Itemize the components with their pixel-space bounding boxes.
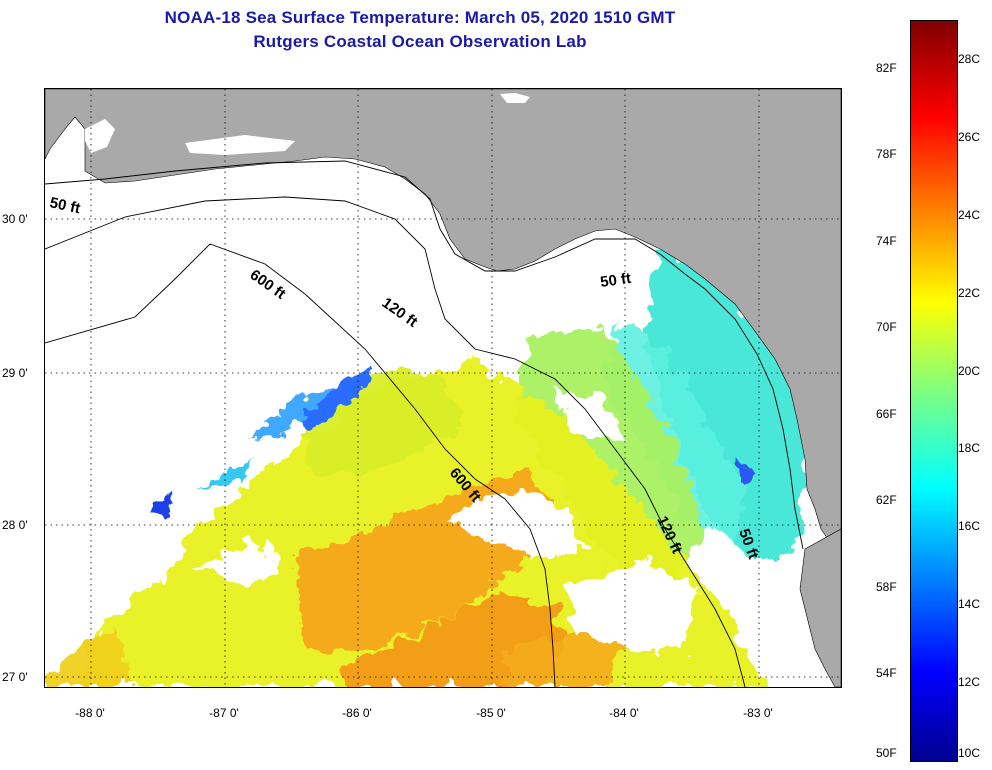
contour-label-ne-50: 50 ft	[599, 270, 632, 291]
lon-label-84: -84 0'	[609, 706, 639, 720]
contour-label-w-600: 600 ft	[247, 266, 289, 302]
colorbar-fahrenheit-tick: 74F	[876, 233, 897, 248]
temperature-colorbar	[910, 20, 958, 762]
sst-cyan-shelf	[605, 319, 745, 539]
lon-label-86: -86 0'	[342, 706, 372, 720]
cloud-patch-1	[445, 489, 585, 559]
colorbar-fahrenheit-tick: 62F	[876, 493, 897, 508]
contour-120ft	[45, 196, 746, 687]
sst-cold-streaks	[145, 369, 755, 519]
lon-label-85: -85 0'	[476, 706, 506, 720]
colorbar-celsius-tick: 10C	[958, 746, 981, 760]
lat-label-29: 29 0'	[2, 366, 28, 380]
colorbar-celsius-tick: 22C	[958, 285, 981, 300]
land-mass	[45, 89, 841, 560]
sst-orange-southeast	[505, 629, 625, 687]
colorbar-celsius-tick: 14C	[958, 597, 981, 612]
cloud-patch-3	[195, 539, 285, 589]
cloud-patch-7	[475, 339, 515, 374]
bay-pensacola	[85, 119, 115, 153]
map-subtitle: Rutgers Coastal Ocean Observation Lab	[253, 32, 587, 51]
colorbar-fahrenheit-tick: 58F	[876, 579, 897, 594]
colorbar-fahrenheit-tick: 54F	[876, 666, 897, 681]
colorbar-fahrenheit-tick: 70F	[876, 320, 897, 335]
colorbar-celsius-tick: 24C	[958, 207, 981, 222]
lat-label-28: 28 0'	[2, 518, 28, 532]
contour-50ft	[45, 160, 804, 550]
map-title: NOAA-18 Sea Surface Temperature: March 0…	[164, 8, 676, 27]
lon-label-83: -83 0'	[743, 706, 773, 720]
colorbar-celsius-tick: 28C	[958, 51, 981, 66]
cloud-patch-6	[45, 449, 175, 589]
sst-cool-shelf	[645, 249, 807, 559]
colorbar-celsius-tick: 12C	[958, 675, 981, 690]
colorbar-fahrenheit-tick: 50F	[876, 746, 897, 760]
lat-label-30: 30 0'	[2, 212, 28, 226]
land-lake	[500, 93, 530, 103]
colorbar-fahrenheit-tick: 66F	[876, 406, 897, 421]
colorbar-celsius-tick: 16C	[958, 519, 981, 534]
sst-map-canvas: 50 ft 600 ft 120 ft 50 ft 600 ft 120 ft …	[45, 89, 841, 687]
grid	[45, 89, 841, 687]
sst-cold-streak-2	[245, 389, 335, 439]
cloud-patch-5	[555, 389, 625, 439]
sst-cold-streak-1	[295, 369, 375, 429]
lon-label-88: -88 0'	[75, 706, 105, 720]
colorbar-celsius-tick: 26C	[958, 129, 981, 144]
contour-label-nw-50: 50 ft	[48, 194, 82, 217]
contour-600ft	[45, 243, 556, 687]
colorbar-fahrenheit-tick: 78F	[876, 147, 897, 162]
colorbar-celsius-tick: 18C	[958, 441, 981, 456]
bay-choctawhatchee	[185, 135, 295, 155]
sst-cold-streak-3	[145, 494, 175, 519]
lon-label-87: -87 0'	[209, 706, 239, 720]
contour-label-w-120: 120 ft	[379, 294, 421, 330]
cloud-patch-4	[135, 529, 185, 589]
sst-sw-corner	[45, 629, 135, 687]
cloud-mask	[45, 339, 695, 649]
cloud-patch-2	[565, 559, 695, 649]
land-peninsula	[799, 528, 841, 687]
depth-contours	[45, 160, 804, 687]
sst-map: 50 ft 600 ft 120 ft 50 ft 600 ft 120 ft …	[44, 88, 842, 688]
colorbar-fahrenheit-tick: 82F	[876, 60, 897, 75]
sst-cold-streak-5	[735, 459, 755, 484]
colorbar-celsius-tick: 20C	[958, 363, 981, 378]
lat-label-27: 27 0'	[2, 670, 28, 684]
